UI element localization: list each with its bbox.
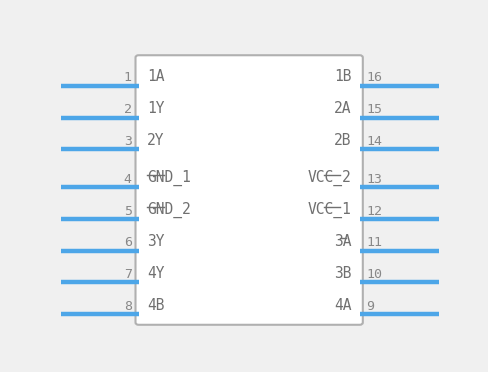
Text: 10: 10 [366, 268, 383, 281]
Text: GND_2: GND_2 [147, 202, 191, 218]
Text: 11: 11 [366, 236, 383, 249]
Text: 3A: 3A [334, 234, 351, 249]
Text: 4A: 4A [334, 298, 351, 312]
Text: 12: 12 [366, 205, 383, 218]
Text: 13: 13 [366, 173, 383, 186]
Text: 2B: 2B [334, 133, 351, 148]
Text: 1: 1 [124, 71, 132, 84]
Text: 6: 6 [124, 236, 132, 249]
Text: 7: 7 [124, 268, 132, 281]
Text: 1A: 1A [147, 70, 164, 84]
Text: 2Y: 2Y [147, 133, 164, 148]
Text: 16: 16 [366, 71, 383, 84]
Text: 15: 15 [366, 103, 383, 116]
Text: 1B: 1B [334, 70, 351, 84]
Text: 1Y: 1Y [147, 101, 164, 116]
Text: GND_1: GND_1 [147, 170, 191, 186]
FancyBboxPatch shape [136, 55, 363, 325]
Text: VCC_2: VCC_2 [308, 170, 351, 186]
Text: 4B: 4B [147, 298, 164, 312]
Text: 2: 2 [124, 103, 132, 116]
Text: 4Y: 4Y [147, 266, 164, 281]
Text: 4: 4 [124, 173, 132, 186]
Text: 9: 9 [366, 299, 375, 312]
Text: 2A: 2A [334, 101, 351, 116]
Text: 5: 5 [124, 205, 132, 218]
Text: 3: 3 [124, 135, 132, 148]
Text: 14: 14 [366, 135, 383, 148]
Text: VCC_1: VCC_1 [308, 202, 351, 218]
Text: 3Y: 3Y [147, 234, 164, 249]
Text: 3B: 3B [334, 266, 351, 281]
Text: 8: 8 [124, 299, 132, 312]
